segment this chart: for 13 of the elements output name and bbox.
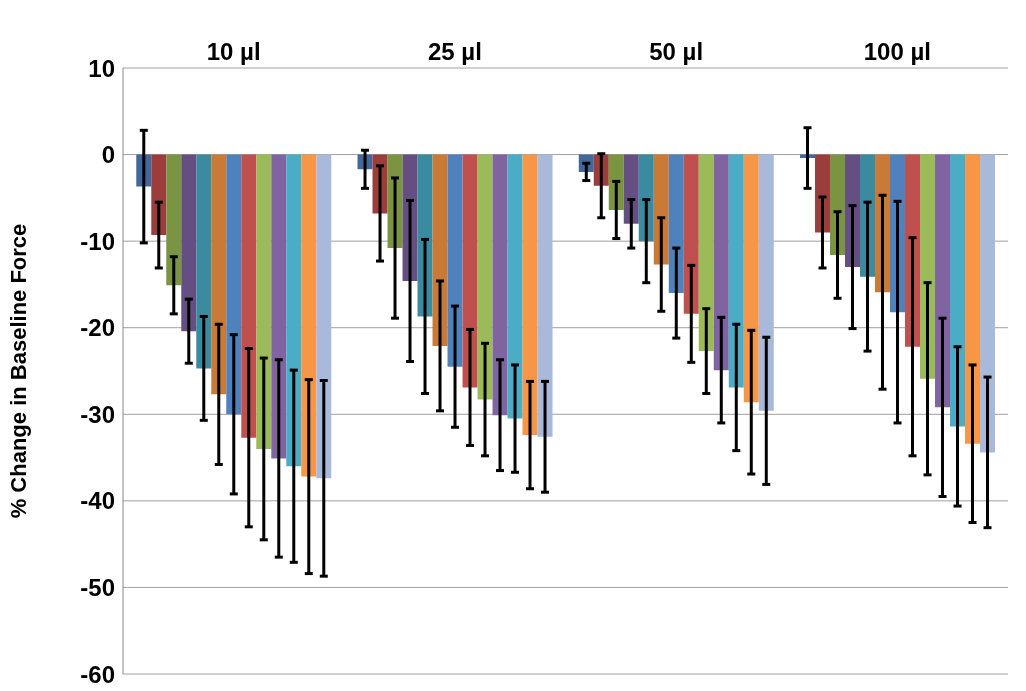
y-tick-label: -20 xyxy=(80,314,115,342)
x-tick-label: 50 µl xyxy=(649,38,704,65)
y-tick-label: -40 xyxy=(80,487,115,515)
y-tick-label: -60 xyxy=(80,660,115,688)
y-tick-label: 10 xyxy=(88,54,115,82)
y-tick-label: 0 xyxy=(101,141,115,169)
x-tick-label: 10 µl xyxy=(206,38,261,65)
y-tick-label: -50 xyxy=(80,573,115,601)
y-tick-label: -30 xyxy=(80,400,115,428)
x-tick-label: 25 µl xyxy=(427,38,482,65)
x-tick-label: 100 µl xyxy=(863,38,931,65)
y-tick-label: -10 xyxy=(80,227,115,255)
y-axis-title: % Change in Baseline Force xyxy=(5,223,31,519)
